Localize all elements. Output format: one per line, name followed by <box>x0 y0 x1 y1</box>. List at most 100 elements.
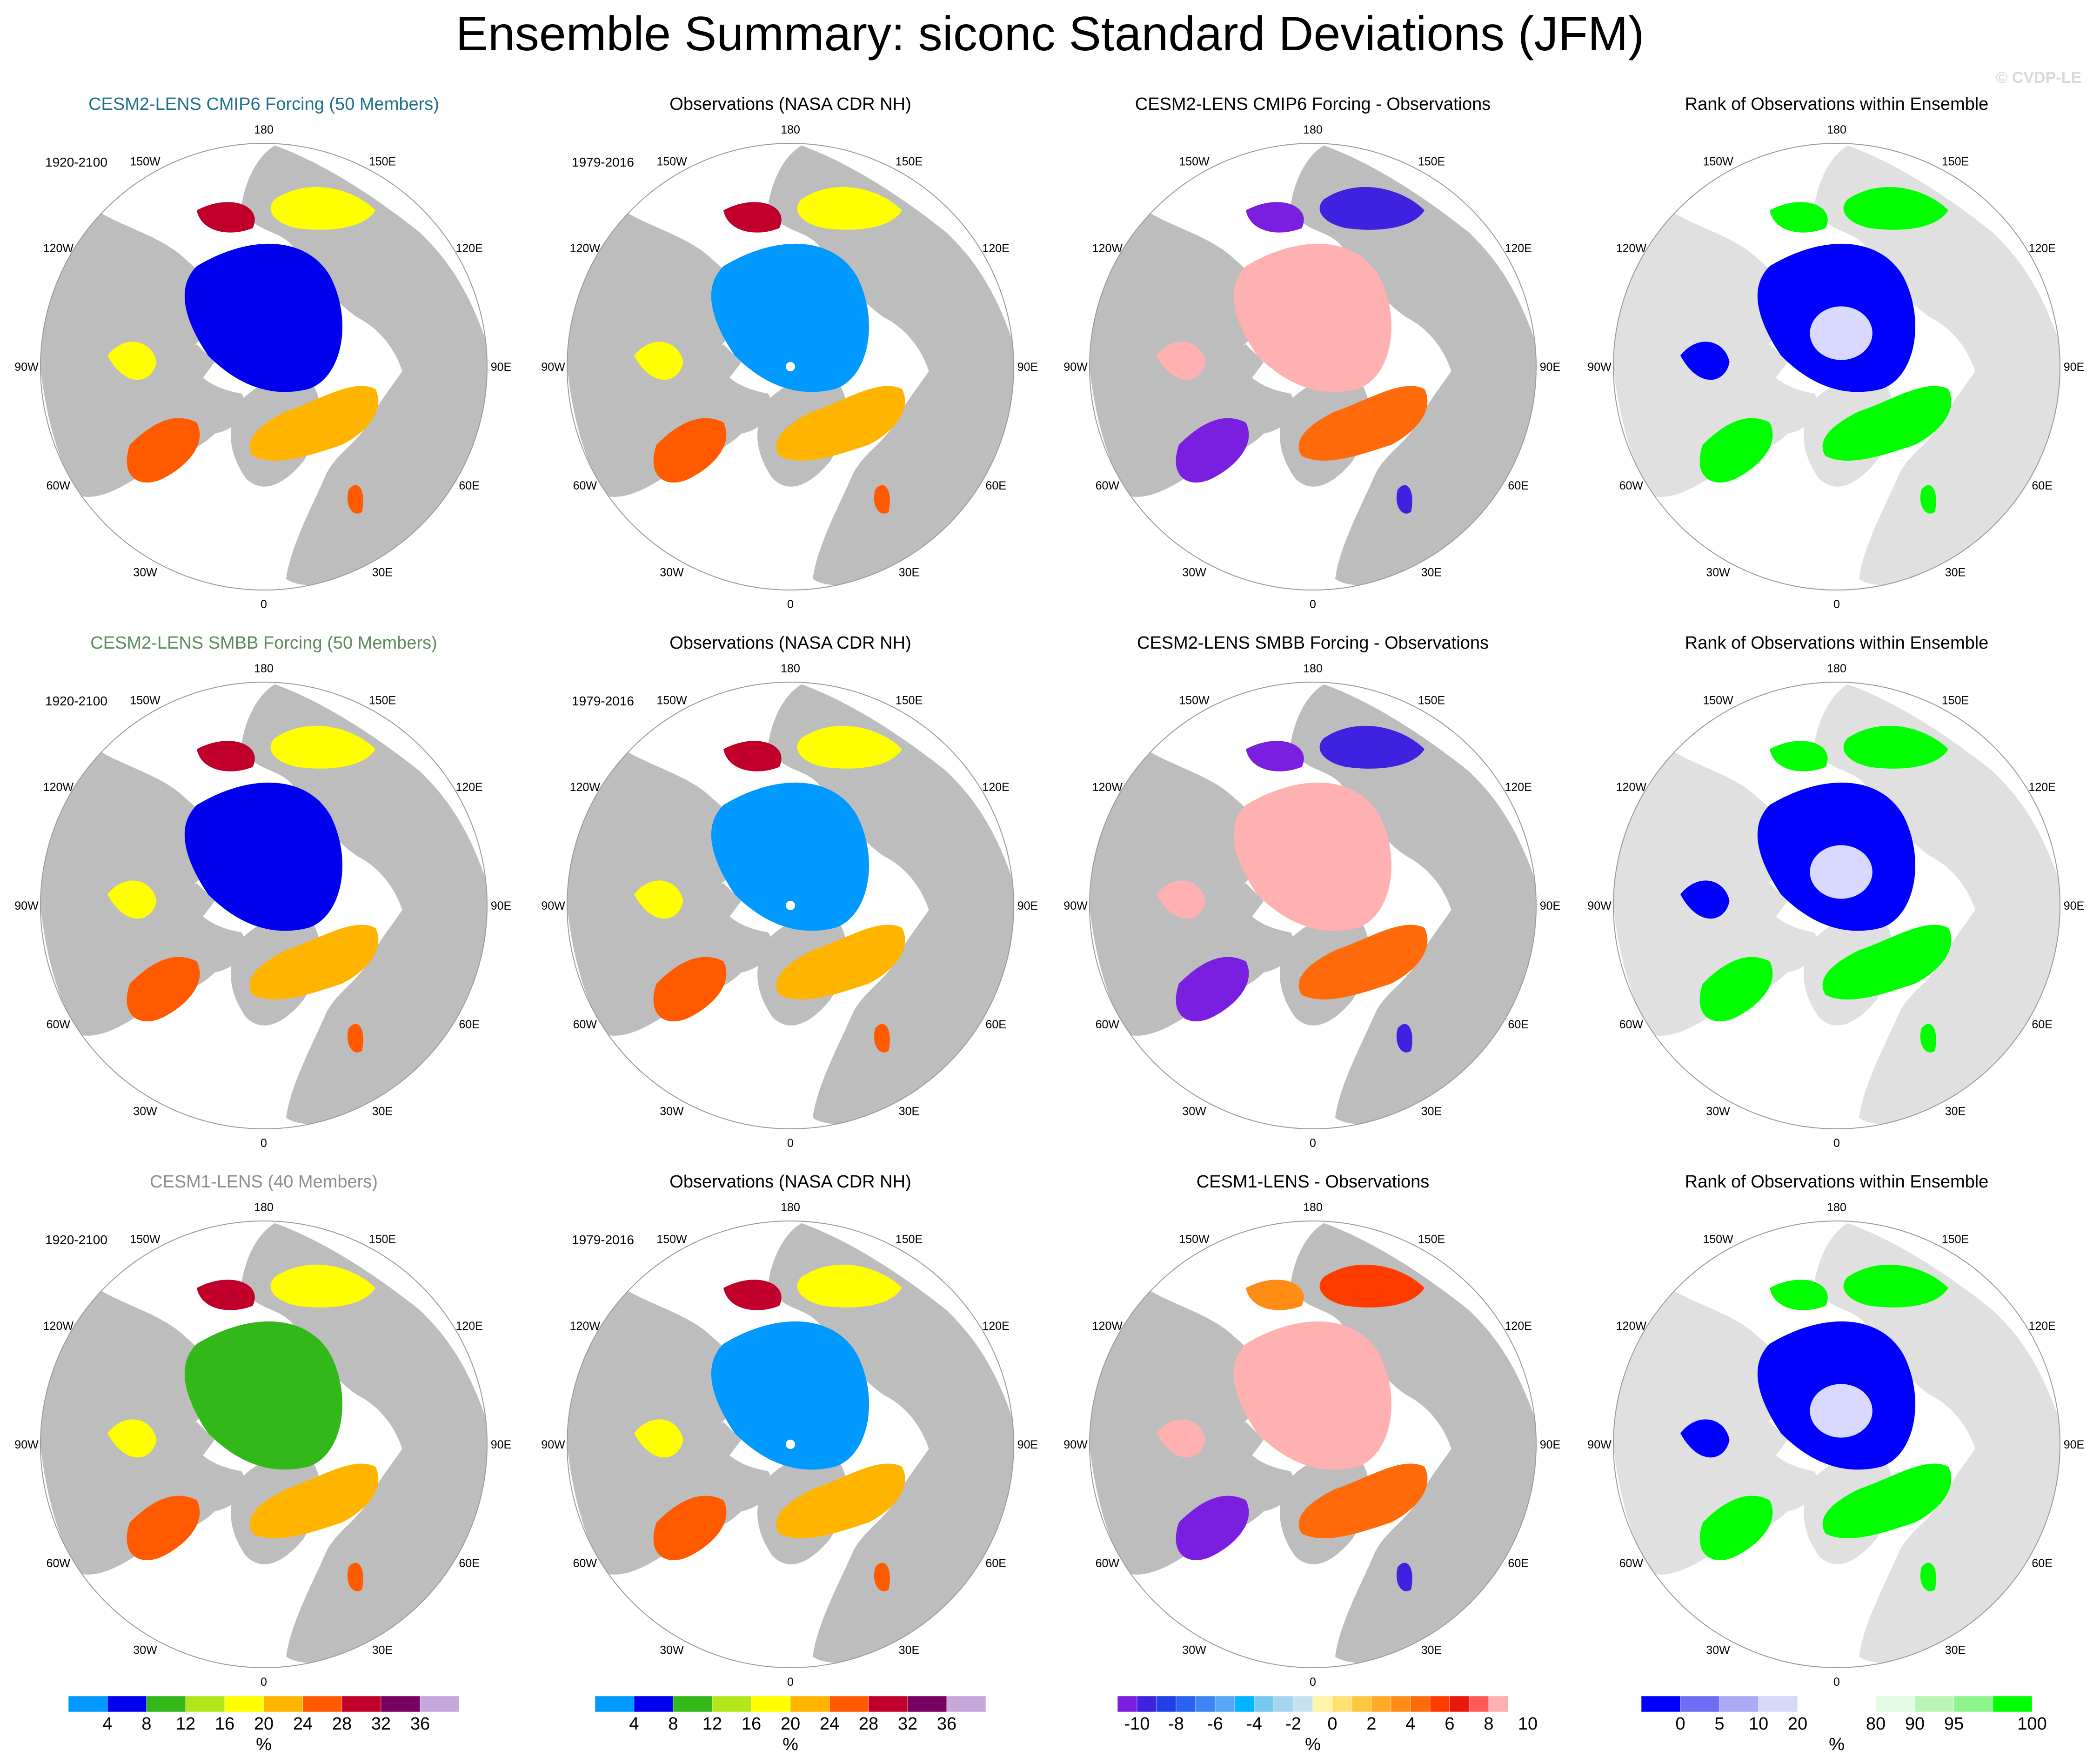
sea-ice-hudson <box>1157 342 1206 380</box>
map-border <box>567 143 1014 590</box>
longitude-label: 90W <box>1587 1438 1612 1451</box>
colorbar-swatch <box>1410 1696 1431 1712</box>
map-content <box>1613 682 2060 1129</box>
colorbar-swatch <box>907 1696 947 1712</box>
longitude-label: 30W <box>1182 566 1206 579</box>
map-content <box>40 682 487 1129</box>
colorbar-swatch <box>224 1696 264 1712</box>
longitude-label: 120E <box>2028 781 2055 794</box>
rank-white-zone <box>1810 306 1873 360</box>
longitude-label: 90W <box>1063 1438 1088 1451</box>
sea-ice-okhotsk <box>1843 187 1948 230</box>
sea-ice-baltic <box>347 485 363 514</box>
colorbar-swatch <box>1156 1696 1177 1712</box>
colorbar-tick-label: 0 <box>1327 1714 1337 1734</box>
sea-ice-okhotsk <box>1319 187 1425 230</box>
longitude-label: 90E <box>491 1438 511 1451</box>
sea-ice-baltic <box>1396 1563 1412 1591</box>
longitude-label: 60W <box>1096 479 1120 492</box>
map-border <box>567 682 1014 1129</box>
longitude-label: 30W <box>660 566 684 579</box>
map-border <box>40 682 488 1129</box>
colorbar-tick-label: 8 <box>141 1714 151 1734</box>
colorbar-tick-label: 28 <box>859 1714 878 1734</box>
colorbar-swatch <box>302 1696 342 1712</box>
map-border <box>1613 1221 2060 1668</box>
longitude-label: 90W <box>1063 899 1088 912</box>
sea-ice-central <box>184 1321 342 1470</box>
colorbar-tick-label: 95 <box>1944 1714 1964 1734</box>
sea-ice-atlantic <box>1298 1463 1428 1538</box>
colorbar-swatch <box>1719 1696 1759 1712</box>
longitude-label: 60E <box>1508 1018 1528 1031</box>
sea-ice-bering <box>1770 741 1828 771</box>
longitude-label: 120W <box>570 1320 601 1333</box>
colorbar-tick-label: 2 <box>1366 1714 1376 1734</box>
colorbar-swatch <box>1953 1696 1993 1712</box>
panel-title: CESM2-LENS CMIP6 Forcing (50 Members) <box>88 94 439 114</box>
land-islands <box>141 874 251 941</box>
colorbar-swatch <box>1469 1696 1489 1712</box>
sea-ice-central <box>711 1321 869 1470</box>
sea-ice-atlantic <box>1298 925 1428 999</box>
sea-ice-baltic <box>1920 1024 1936 1053</box>
longitude-label: 0 <box>261 598 267 611</box>
longitude-label: 30E <box>899 1644 919 1657</box>
longitude-label: 0 <box>1310 598 1316 611</box>
sea-ice-hudson <box>1680 1419 1730 1458</box>
longitude-label: 150W <box>1703 155 1733 168</box>
longitude-label: 60W <box>47 1018 71 1031</box>
sea-ice-labrador <box>1176 1495 1249 1560</box>
map-panel: CESM2-LENS CMIP6 Forcing - Observations 1… <box>1063 94 1560 611</box>
sea-ice-baltic <box>1396 1024 1412 1053</box>
land-islands <box>668 335 777 402</box>
longitude-label: 0 <box>1310 1137 1316 1150</box>
panel-title: CESM2-LENS SMBB Forcing (50 Members) <box>90 633 437 653</box>
longitude-label: 30E <box>1421 1105 1442 1118</box>
panel-title: Rank of Observations within Ensemble <box>1685 633 1989 653</box>
colorbar-swatch <box>868 1696 908 1712</box>
sea-ice-atlantic <box>776 1463 905 1538</box>
map-panel: Observations (NASA CDR NH) 1979-2016 180 15… <box>541 94 1038 611</box>
longitude-label: 0 <box>1833 1676 1840 1689</box>
longitude-label: 30E <box>899 1105 919 1118</box>
colorbar-swatch <box>1836 1696 1876 1712</box>
longitude-label: 120W <box>1092 781 1123 794</box>
rank-white-zone <box>1810 845 1873 899</box>
colorbar-swatch <box>263 1696 303 1712</box>
longitude-label: 30E <box>1945 1105 1966 1118</box>
longitude-label: 120W <box>43 242 74 255</box>
colorbar-tick-label: 100 <box>2017 1714 2046 1734</box>
map-border <box>1613 682 2060 1129</box>
colorbar-swatch <box>1332 1696 1352 1712</box>
sea-ice-okhotsk <box>270 187 375 230</box>
colorbar-swatch <box>185 1696 225 1712</box>
sea-ice-baltic <box>347 1024 363 1053</box>
map-content <box>567 1221 1014 1668</box>
colorbar-tick-label: 5 <box>1714 1714 1724 1734</box>
longitude-label: 120W <box>1092 242 1123 255</box>
pole-hole <box>786 362 795 371</box>
longitude-label: 90E <box>1540 361 1560 374</box>
colorbar-tick-label: 90 <box>1905 1714 1925 1734</box>
sea-ice-hudson <box>1157 1419 1206 1458</box>
map-border <box>40 1221 488 1668</box>
sea-ice-labrador <box>127 418 200 483</box>
period-label: 1979-2016 <box>572 694 634 708</box>
colorbar-tick-label: 4 <box>629 1714 639 1734</box>
sea-ice-central <box>184 782 342 931</box>
sea-ice-atlantic <box>776 925 905 999</box>
panel-title: Observations (NASA CDR NH) <box>669 633 911 653</box>
colorbar-swatch <box>1195 1696 1216 1712</box>
sea-ice-labrador <box>1699 1495 1773 1560</box>
sea-ice-atlantic <box>1298 386 1428 461</box>
sea-ice-okhotsk <box>1319 725 1425 769</box>
longitude-label: 90W <box>1587 361 1612 374</box>
map-content <box>1090 1221 1536 1668</box>
longitude-label: 30W <box>1706 1644 1730 1657</box>
colorbar-tick-label: 6 <box>1445 1714 1454 1734</box>
sea-ice-hudson <box>1680 880 1730 919</box>
colorbar-tick-label: 80 <box>1866 1714 1886 1734</box>
map-border <box>567 1221 1014 1668</box>
longitude-label: 150E <box>896 155 923 168</box>
